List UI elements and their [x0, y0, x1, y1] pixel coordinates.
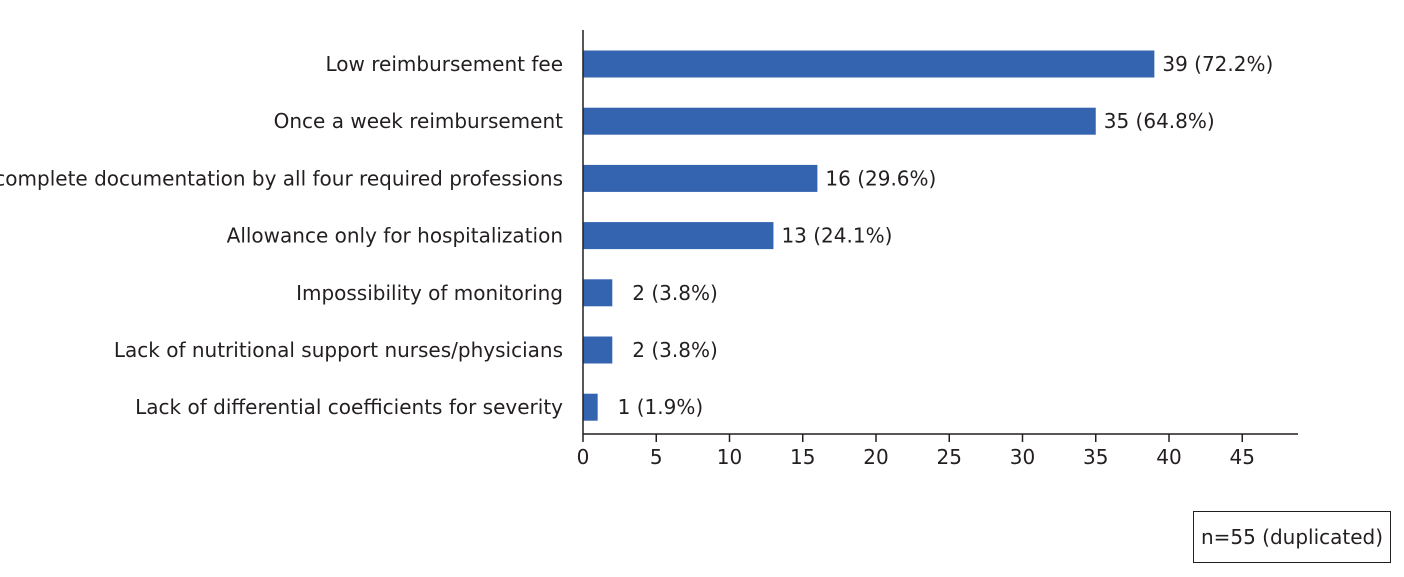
category-label: Allowance only for hospitalization [227, 224, 563, 248]
x-tick-label: 5 [650, 445, 663, 469]
bar [583, 50, 1155, 78]
data-label: 2 (3.8%) [632, 338, 718, 362]
category-label: Once a week reimbursement [274, 109, 564, 133]
x-tick-label: 10 [717, 445, 742, 469]
category-label: Lack of differential coefficients for se… [135, 395, 563, 419]
bar [583, 393, 598, 421]
bar [583, 164, 818, 192]
x-tick-label: 45 [1230, 445, 1255, 469]
data-label: 13 (24.1%) [781, 224, 892, 248]
x-tick-label: 25 [937, 445, 962, 469]
x-tick-label: 40 [1156, 445, 1181, 469]
x-tick-label: 20 [863, 445, 888, 469]
x-tick-label: 35 [1083, 445, 1108, 469]
x-tick-label: 15 [790, 445, 815, 469]
sample-size-note: n=55 (duplicated) [1193, 511, 1391, 563]
data-label: 35 (64.8%) [1104, 109, 1215, 133]
data-label: 2 (3.8%) [632, 281, 718, 305]
data-label: 16 (29.6%) [825, 166, 936, 190]
category-label: Lack of nutritional support nurses/physi… [114, 338, 563, 362]
category-label: Incomplete documentation by all four req… [0, 166, 563, 190]
x-tick-label: 30 [1010, 445, 1035, 469]
data-label: 1 (1.9%) [618, 395, 704, 419]
category-label: Low reimbursement fee [326, 52, 564, 76]
category-label: Impossibility of monitoring [296, 281, 563, 305]
data-label: 39 (72.2%) [1162, 52, 1273, 76]
x-tick-label: 0 [577, 445, 590, 469]
bar [583, 222, 774, 250]
bar [583, 336, 613, 364]
bar [583, 107, 1096, 135]
bar [583, 279, 613, 307]
